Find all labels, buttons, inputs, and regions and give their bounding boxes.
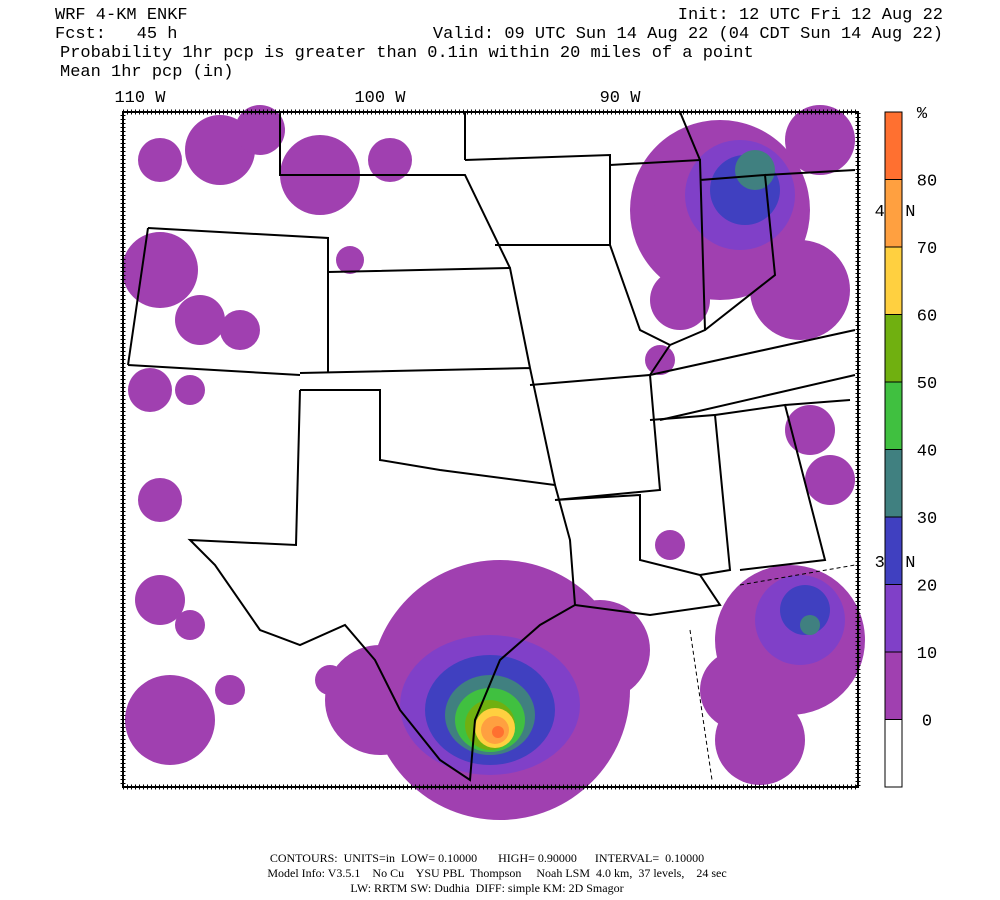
colorbar-segment xyxy=(885,517,902,585)
valid-time: Valid: 09 UTC Sun 14 Aug 22 (04 CDT Sun … xyxy=(433,25,943,44)
field-description: Probability 1hr pcp is greater than 0.1i… xyxy=(60,44,754,63)
colorbar-tick-label: 50 xyxy=(917,375,937,394)
colorbar-tick-label: 70 xyxy=(917,240,937,259)
colorbar-tick-label: 30 xyxy=(917,510,937,529)
footer-line: CONTOURS: UNITS=in LOW= 0.10000 HIGH= 0.… xyxy=(270,851,704,865)
colorbar-unit: % xyxy=(917,105,928,124)
init-time: Init: 12 UTC Fri 12 Aug 22 xyxy=(678,6,943,25)
colorbar-tick-label: 20 xyxy=(917,578,937,597)
precip-shading xyxy=(122,105,865,820)
colorbar-segment xyxy=(885,314,902,382)
colorbar-segment xyxy=(885,112,902,180)
colorbar-tick-label: 10 xyxy=(917,645,937,664)
colorbar-segment xyxy=(885,247,902,315)
colorbar-tick-label: 60 xyxy=(917,308,937,327)
colorbar-tick-label: 0 xyxy=(922,713,932,732)
colorbar-segment xyxy=(885,179,902,247)
forecast-hour: Fcst: 45 h xyxy=(55,25,177,44)
colorbar: % 0 10 20 30 40 50 60 70 80 xyxy=(884,105,937,788)
colorbar-tick-label: 40 xyxy=(917,443,937,462)
state-boundaries xyxy=(127,111,856,782)
colorbar-segment xyxy=(885,584,902,652)
map-frame-ticks xyxy=(120,109,861,790)
colorbar-tick-label: 80 xyxy=(917,173,937,192)
longitude-label: 100 W xyxy=(354,89,406,108)
model-title: WRF 4-KM ENKF xyxy=(55,6,188,25)
longitude-label: 90 W xyxy=(600,89,642,108)
colorbar-segment xyxy=(885,449,902,517)
footer-line: LW: RRTM SW: Dudhia DIFF: simple KM: 2D … xyxy=(350,881,623,895)
colorbar-segment xyxy=(885,652,902,720)
field-description: Mean 1hr pcp (in) xyxy=(60,63,233,82)
colorbar-segment xyxy=(885,719,902,787)
footer-line: Model Info: V3.5.1 No Cu YSU PBL Thompso… xyxy=(267,866,726,880)
longitude-label: 110 W xyxy=(114,89,166,108)
colorbar-segment xyxy=(885,382,902,450)
